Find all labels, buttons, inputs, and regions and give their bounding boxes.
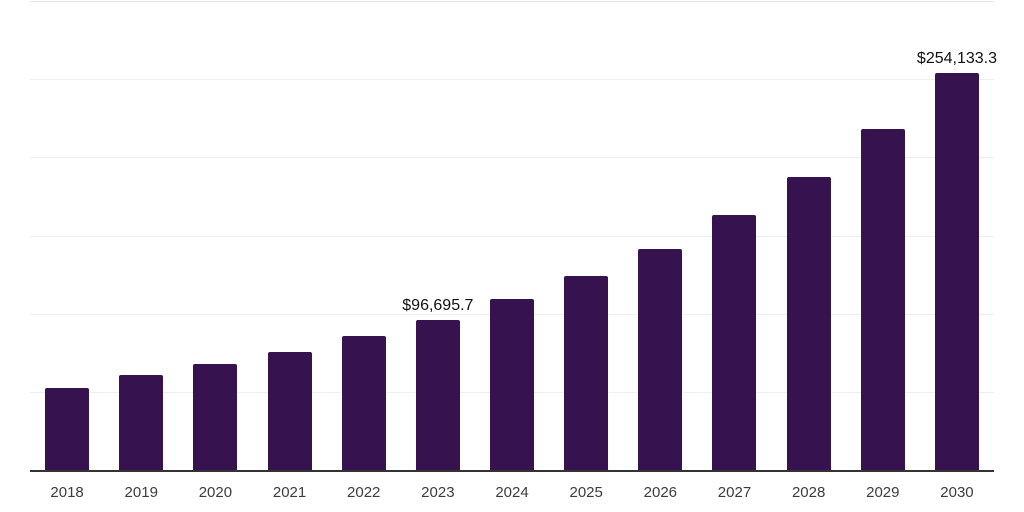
bar-2027 (712, 214, 757, 471)
bar-group (178, 1, 252, 471)
gridline (30, 235, 994, 237)
x-axis-tick-label-2020: 2020 (198, 484, 233, 501)
bar-group (772, 1, 846, 471)
x-axis-tick-label-2022: 2022 (347, 484, 381, 501)
bar-group (549, 1, 623, 471)
x-axis-tick-label-2030: 2030 (940, 484, 974, 501)
bar-group (697, 1, 771, 471)
x-axis-tick-label-2018: 2018 (50, 484, 84, 501)
x-axis-tick-label-2028: 2028 (791, 484, 826, 501)
bar-2025 (564, 276, 609, 471)
bar-2024 (490, 298, 535, 471)
x-axis-tick-label-2026: 2026 (643, 484, 678, 501)
bar-group (252, 1, 326, 471)
bar-2018 (45, 387, 90, 471)
bar-group: $254,133.3 (916, 1, 997, 471)
bar-2020 (193, 364, 238, 471)
gridline (30, 1, 994, 2)
bar-group (30, 1, 104, 471)
gridline (30, 78, 994, 80)
bar-2029 (860, 128, 905, 471)
bar-2022 (341, 336, 386, 471)
bar-value-label-2030: $254,133.3 (916, 49, 997, 67)
bar-2030 (934, 72, 979, 471)
bar-group (846, 1, 920, 471)
bar-group: $96,695.7 (401, 1, 475, 471)
bar-2026 (638, 248, 683, 471)
x-axis-tick-label-2027: 2027 (717, 484, 752, 501)
bar-2028 (786, 176, 831, 471)
x-axis-tick-label-2024: 2024 (495, 484, 529, 501)
x-axis-tick-label-2023: 2023 (421, 484, 455, 501)
bar-2019 (119, 375, 164, 471)
x-axis-labels: 2018 2019 2020 2021 2022 2023 2024 2025 2026 2027… (30, 484, 994, 502)
plot-area: $96,695.7 $254,133.3 (30, 1, 997, 472)
x-axis-tick-label-2019: 2019 (124, 484, 158, 501)
x-axis-tick-label-2029: 2029 (866, 484, 900, 501)
bar-group (623, 1, 697, 471)
bar-group (104, 1, 178, 471)
bar-2023 (415, 319, 460, 471)
x-axis-tick-label-2025: 2025 (569, 484, 603, 501)
bar-2021 (267, 351, 312, 471)
x-axis-tick-label-2021: 2021 (272, 484, 307, 501)
gridline (30, 157, 994, 159)
bar-group (475, 1, 549, 471)
x-axis-line (30, 470, 994, 472)
bars-container: $96,695.7 $254,133.3 (30, 1, 997, 471)
bar-value-label-2023: $96,695.7 (402, 296, 474, 314)
bar-group (327, 1, 401, 471)
